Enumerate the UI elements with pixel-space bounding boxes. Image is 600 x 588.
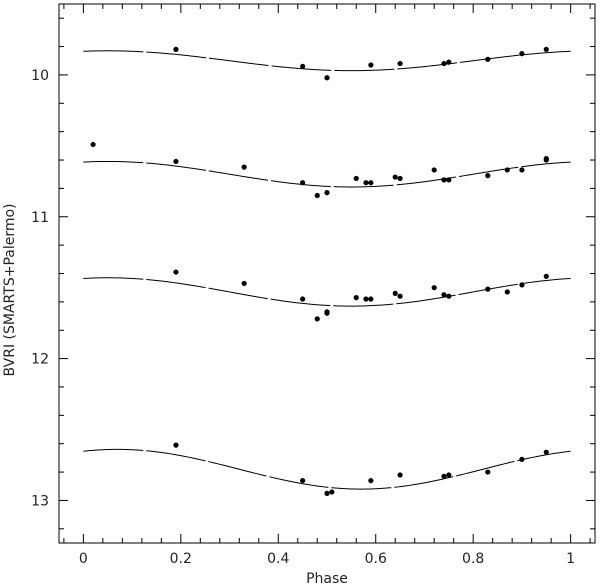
data-point-band-1 <box>441 60 447 67</box>
data-point-band-1 <box>300 63 306 70</box>
data-point-band-2 <box>485 173 491 179</box>
data-point-band-1 <box>485 56 491 62</box>
y-tick-label: 11 <box>31 210 49 226</box>
data-point-band-4 <box>543 449 549 455</box>
fit-curve-4 <box>83 448 571 490</box>
fit-curve-1 <box>83 50 571 72</box>
plot-frame <box>58 3 596 544</box>
data-point-band-4 <box>300 477 306 484</box>
data-point-band-3 <box>241 280 247 287</box>
data-point-band-3 <box>485 286 491 292</box>
x-tick-label: 1 <box>566 551 575 567</box>
data-point-band-3 <box>519 282 525 288</box>
data-point-band-4 <box>329 489 335 495</box>
data-point-band-2 <box>314 192 320 199</box>
data-point-band-1 <box>324 75 330 81</box>
data-points <box>90 46 549 496</box>
data-point-band-3 <box>397 293 403 299</box>
data-point-band-2 <box>300 180 306 186</box>
data-point-band-3 <box>173 269 179 275</box>
data-point-band-4 <box>397 472 403 478</box>
data-point-band-3 <box>543 273 549 279</box>
data-point-band-3 <box>353 295 359 301</box>
x-tick-label: 0.4 <box>267 551 289 567</box>
y-tick-label: 13 <box>31 493 49 509</box>
data-point-band-3 <box>368 296 374 302</box>
data-point-band-2 <box>353 175 359 182</box>
x-tick-label: 0.8 <box>462 551 484 567</box>
data-point-band-2 <box>441 177 447 183</box>
x-tick-label: 0 <box>79 551 88 567</box>
data-point-band-1 <box>446 59 452 65</box>
data-point-band-2 <box>241 164 247 170</box>
data-point-band-4 <box>324 490 330 496</box>
data-point-band-2 <box>392 174 398 180</box>
data-point-band-2 <box>446 177 452 183</box>
data-point-band-2 <box>543 157 549 163</box>
data-point-band-2 <box>504 167 510 173</box>
x-tick-label: 0.6 <box>365 551 387 567</box>
data-point-band-3 <box>363 296 369 302</box>
data-point-band-4 <box>441 473 447 479</box>
data-point-band-2 <box>519 167 525 173</box>
data-point-band-2 <box>173 158 179 165</box>
data-point-band-2 <box>90 141 96 148</box>
data-point-band-2 <box>431 167 437 173</box>
data-point-band-2 <box>397 175 403 182</box>
data-point-band-1 <box>543 46 549 52</box>
fit-curve-2 <box>83 160 571 188</box>
data-point-band-2 <box>368 180 374 186</box>
axis-ticks: 0 0.2 0.4 0.6 0.8 1 10 11 12 13 <box>31 4 595 567</box>
data-point-band-3 <box>392 290 398 296</box>
data-point-band-4 <box>173 442 179 448</box>
data-point-band-1 <box>173 46 179 52</box>
data-point-band-4 <box>485 469 491 475</box>
data-point-band-4 <box>519 456 525 462</box>
data-point-band-2 <box>363 180 369 186</box>
model-curves <box>83 50 571 490</box>
data-point-band-3 <box>446 293 452 299</box>
y-axis-label: BVRI (SMARTS+Palermo) <box>2 203 18 376</box>
data-point-band-3 <box>314 316 320 322</box>
y-tick-label: 10 <box>31 68 49 84</box>
data-point-band-4 <box>368 477 374 484</box>
data-point-band-1 <box>519 51 525 57</box>
data-point-band-1 <box>368 62 374 68</box>
data-point-band-3 <box>431 285 437 291</box>
data-point-band-1 <box>397 60 403 67</box>
data-point-band-4 <box>446 472 452 478</box>
y-tick-label: 12 <box>31 352 49 368</box>
fit-curve-3 <box>83 277 571 307</box>
data-point-band-3 <box>324 309 330 315</box>
data-point-band-3 <box>441 292 447 298</box>
x-axis-label: Phase <box>306 571 348 587</box>
data-point-band-3 <box>300 296 306 302</box>
x-tick-label: 0.2 <box>170 551 192 567</box>
data-point-band-3 <box>504 289 510 295</box>
data-point-band-2 <box>324 190 330 196</box>
